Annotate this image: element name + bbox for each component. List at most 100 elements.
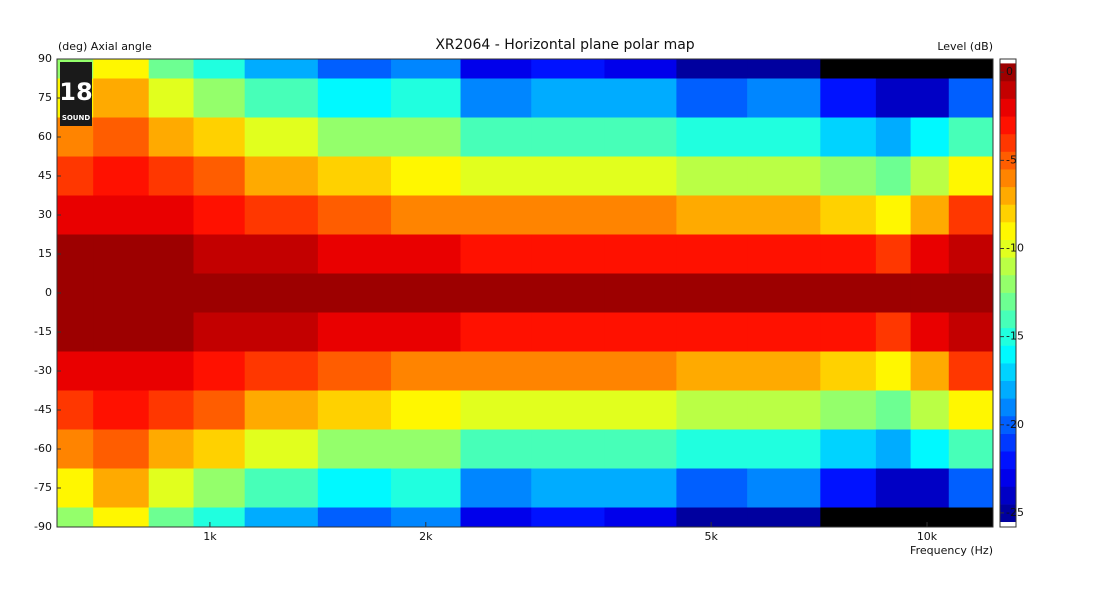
heatmap-cell [391,156,462,196]
heatmap-cell [391,351,462,391]
heatmap-cell [676,468,748,508]
heatmap-cell [460,507,532,527]
colorbar-tick-label: -20 [1006,418,1024,431]
heatmap-cell [948,117,993,157]
heatmap-cell [317,234,392,274]
heatmap-cell [391,312,462,352]
heatmap-cell [820,59,877,79]
heatmap-cell [193,117,246,157]
colorbar-band [1000,98,1016,117]
heatmap-cell [148,117,195,157]
heatmap-cell [317,78,392,118]
heatmap-cell [193,234,246,274]
heatmap-cell [93,273,150,313]
heatmap-cell [747,156,821,196]
heatmap-cell [531,273,605,313]
heatmap-cell [460,78,532,118]
colorbar-band [1000,363,1016,381]
heatmap-cell [244,234,319,274]
heatmap-cell [391,273,462,313]
heatmap-cell [244,351,319,391]
heatmap-cell [317,312,392,352]
colorbar-band [1000,133,1016,152]
heatmap-cell [820,507,877,527]
heatmap-cell [820,117,877,157]
colorbar-band [1000,380,1016,399]
heatmap-cell [193,78,246,118]
y-tick-label: 30 [38,208,52,221]
x-axis-label: Frequency (Hz) [910,544,993,557]
heatmap-cell [875,234,912,274]
colorbar-tick-label: -15 [1006,330,1024,343]
logo: 18 SOUND [59,62,93,126]
heatmap-cell [910,156,950,196]
heatmap-cell [244,468,319,508]
heatmap-cell [193,59,246,79]
heatmap-cell [747,273,821,313]
heatmap-cell [93,234,150,274]
heatmap-cell [93,59,150,79]
y-tick-label: 15 [38,247,52,260]
heatmap-cell [875,195,912,235]
x-tick-label: 1k [203,530,217,543]
logo-box [60,62,92,126]
heatmap-cell [460,273,532,313]
x-tick-label: 2k [419,530,433,543]
heatmap-cell [820,312,877,352]
heatmap-cell [148,312,195,352]
heatmap-cell [244,117,319,157]
heatmap-cell [820,78,877,118]
heatmap-cell [531,59,605,79]
heatmap-cell [193,507,246,527]
colorbar-band [1000,81,1016,99]
heatmap-cell [604,59,677,79]
heatmap-cell [531,117,605,157]
heatmap-cell [57,468,94,508]
heatmap-cell [676,195,748,235]
heatmap-cell [460,429,532,469]
colorbar-band [1000,186,1016,205]
heatmap-cell [57,312,94,352]
colorbar-band [1000,327,1016,346]
heatmap-cell [93,312,150,352]
heatmap-cell [460,156,532,196]
colorbar-band [1000,257,1016,276]
y-tick-label: -45 [34,403,52,416]
heatmap-cell [460,117,532,157]
heatmap-cell [604,468,677,508]
colorbar-tick-label: -25 [1006,506,1024,519]
heatmap-cell [948,78,993,118]
heatmap-cell [875,468,912,508]
heatmap-cell [391,234,462,274]
heatmap-cell [148,78,195,118]
heatmap-cell [57,507,94,527]
heatmap-cell [875,273,912,313]
heatmap-cell [875,390,912,430]
heatmap-cell [460,312,532,352]
heatmap-cell [93,468,150,508]
heatmap-cell [317,117,392,157]
heatmap-cell [460,390,532,430]
heatmap-cell [148,468,195,508]
heatmap-cell [948,429,993,469]
heatmap-cell [317,273,392,313]
heatmap-cell [244,273,319,313]
heatmap-cell [317,390,392,430]
heatmap-cell [57,273,94,313]
heatmap-cell [460,351,532,391]
heatmap-cell [531,156,605,196]
heatmap-cell [820,156,877,196]
heatmap-cell [948,273,993,313]
heatmap-cell [93,351,150,391]
heatmap-cell [820,273,877,313]
colorbar-tick-label: -10 [1006,241,1024,254]
heatmap-cell [244,59,319,79]
heatmap-cell [244,507,319,527]
colorbar-band [1000,274,1016,293]
heatmap-cell [193,468,246,508]
heatmap-cell [676,273,748,313]
heatmap-cell [193,195,246,235]
colorbar-band [1000,239,1016,258]
heatmap-cell [604,156,677,196]
heatmap-cell [948,351,993,391]
